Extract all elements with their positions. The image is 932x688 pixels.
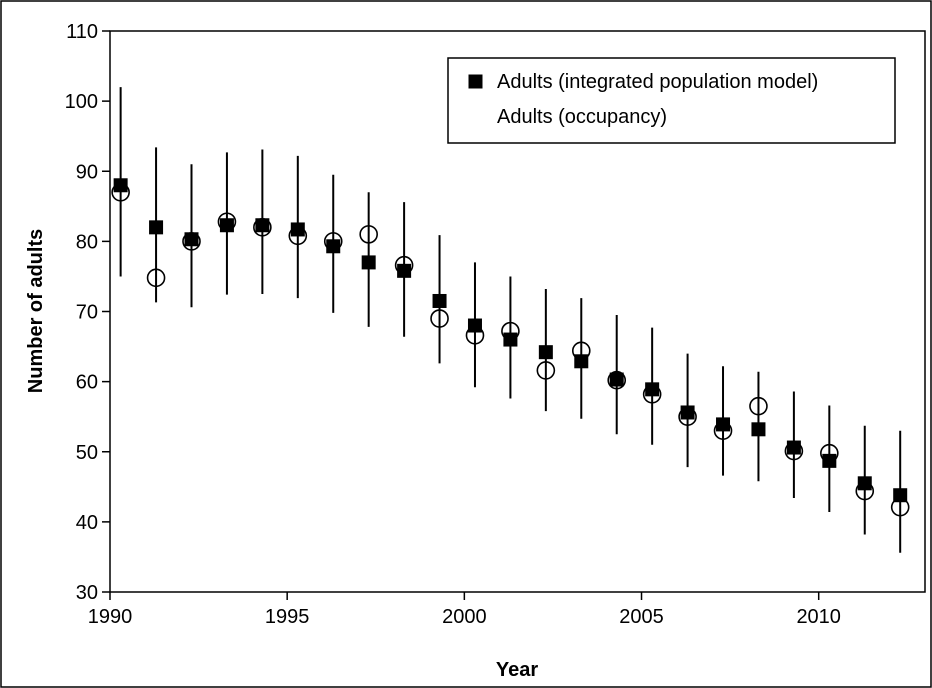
ipm-point [219,218,234,233]
y-tick-label: 90 [76,161,98,183]
occupancy-point [430,309,449,328]
occupancy-point [607,370,627,390]
ipm-point [361,255,376,270]
occupancy-point [713,421,733,441]
y-tick-label: 30 [76,582,98,604]
ipm-point [432,293,447,308]
x-tick-label: 1995 [265,606,310,628]
x-axis: 1990 1995 2000 2005 2010 [88,592,841,628]
occupancy-point [820,443,839,463]
occupancy-point [678,407,697,426]
occupancy-point [784,441,804,461]
occupancy-point [642,384,662,404]
ipm-point [467,318,482,333]
ipm-point [751,422,766,437]
occupancy-point [253,218,272,237]
x-tick-label: 2000 [442,606,487,628]
y-tick-label: 110 [66,21,98,43]
y-tick-label: 60 [76,372,98,394]
legend-label-ipm: Adults (integrated population model) [497,71,818,93]
legend-label-occupancy: Adults (occupancy) [497,106,667,128]
occupancy-point [855,481,875,501]
occupancy-point [890,497,910,517]
occupancy-point [288,226,308,246]
x-tick-label: 2010 [796,606,841,628]
series-occupancy-markers [111,182,910,517]
legend-box [447,57,896,144]
occupancy-point [359,225,378,244]
ipm-point [574,354,589,369]
occupancy-point [217,212,237,232]
occupancy-point [501,321,520,341]
legend: Adults (integrated population model) Adu… [447,57,896,144]
occupancy-point [111,182,130,202]
y-tick-label: 100 [65,91,98,113]
y-axis: 30 40 50 60 70 80 90 100 110 [65,21,110,604]
occupancy-point [465,326,485,345]
x-tick-label: 2005 [619,606,664,628]
occupancy-point [571,341,591,361]
x-axis-title: Year [496,659,538,681]
ipm-point [609,372,624,387]
ipm-point [538,345,553,360]
occupancy-point [323,232,343,251]
occupancy-point [146,268,166,288]
ipm-point [149,220,164,235]
y-tick-label: 70 [76,302,98,324]
occupancy-point [182,232,201,251]
y-axis-title: Number of adults [25,229,47,393]
ipm-point [326,239,341,254]
y-tick-label: 50 [76,442,98,464]
legend-square-marker [468,74,483,89]
y-tick-label: 40 [76,512,98,534]
ipm-point [397,263,412,278]
ipm-point [645,382,660,397]
ipm-point [113,178,128,193]
occupancy-point [394,255,414,275]
x-tick-label: 1990 [88,606,133,628]
occupancy-point [749,396,768,416]
ipm-point [786,440,801,455]
y-tick-label: 80 [76,231,98,253]
occupancy-point [536,361,556,380]
